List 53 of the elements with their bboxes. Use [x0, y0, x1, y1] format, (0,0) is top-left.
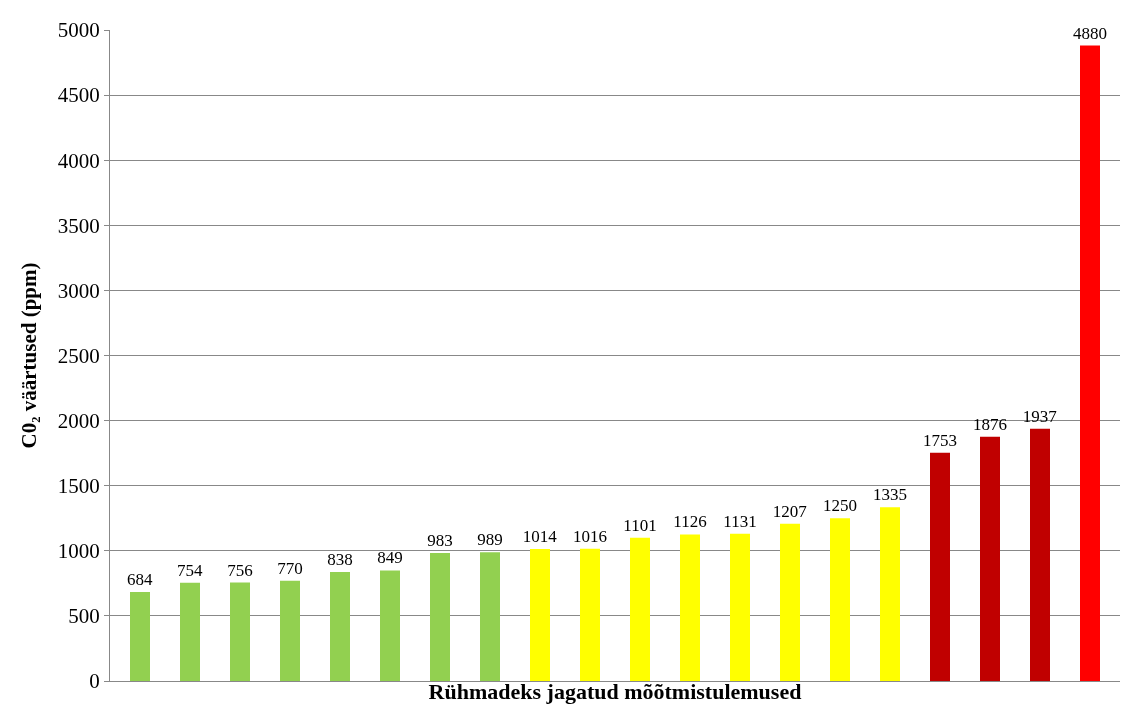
- data-label: 1937: [1022, 406, 1058, 426]
- y-tick-label: 5000: [57, 18, 100, 43]
- data-label: 1101: [623, 515, 657, 535]
- y-tick-label: 0: [89, 669, 100, 694]
- y-tick-label: 2000: [57, 408, 100, 433]
- bar: [680, 534, 700, 681]
- data-label: 1876: [973, 414, 1007, 434]
- bar: [130, 591, 150, 681]
- data-label: 1131: [723, 511, 757, 531]
- bar: [1030, 428, 1050, 681]
- y-tick-label: 4000: [57, 148, 100, 173]
- y-tick-label: 2500: [57, 343, 100, 368]
- bar: [580, 548, 600, 681]
- bar: [230, 582, 250, 681]
- y-tick-label: 500: [68, 604, 100, 629]
- y-tick-label: 4500: [57, 83, 100, 108]
- y-tick-label: 1500: [57, 474, 100, 499]
- data-label: 770: [277, 558, 303, 578]
- x-axis-title: Rühmadeks jagatud mõõtmistulemused: [428, 678, 802, 704]
- y-tick-label: 3500: [57, 213, 100, 238]
- bar: [180, 582, 200, 681]
- bar: [730, 533, 750, 681]
- bar: [380, 570, 400, 681]
- data-label: 4880: [1073, 23, 1107, 43]
- bar: [880, 507, 900, 681]
- bar: [980, 436, 1000, 681]
- data-label: 1016: [573, 526, 607, 546]
- data-label: 989: [477, 530, 503, 550]
- y-tick-label: 3000: [57, 278, 100, 303]
- bar: [930, 452, 950, 681]
- data-label: 756: [227, 560, 253, 580]
- data-label: 1335: [873, 485, 907, 505]
- data-label: 838: [327, 549, 353, 569]
- bar: [630, 537, 650, 681]
- bar: [480, 552, 500, 681]
- bar: [280, 580, 300, 681]
- bar: [830, 518, 850, 681]
- data-label: 1014: [522, 526, 558, 546]
- bar: [780, 523, 800, 681]
- bar: [330, 571, 350, 681]
- bar: [1080, 45, 1100, 681]
- data-label: 1207: [772, 501, 808, 521]
- y-axis-title: C0₂ väärtused (ppm): [16, 262, 41, 449]
- data-label: 754: [177, 560, 203, 580]
- data-label: 849: [377, 548, 403, 568]
- data-label: 1126: [673, 512, 707, 532]
- bar: [430, 553, 450, 681]
- bar: [530, 548, 550, 681]
- y-tick-label: 1000: [57, 539, 100, 564]
- data-label: 1753: [923, 430, 957, 450]
- data-label: 1250: [823, 496, 857, 516]
- data-label: 684: [127, 569, 153, 589]
- data-label: 983: [427, 531, 453, 551]
